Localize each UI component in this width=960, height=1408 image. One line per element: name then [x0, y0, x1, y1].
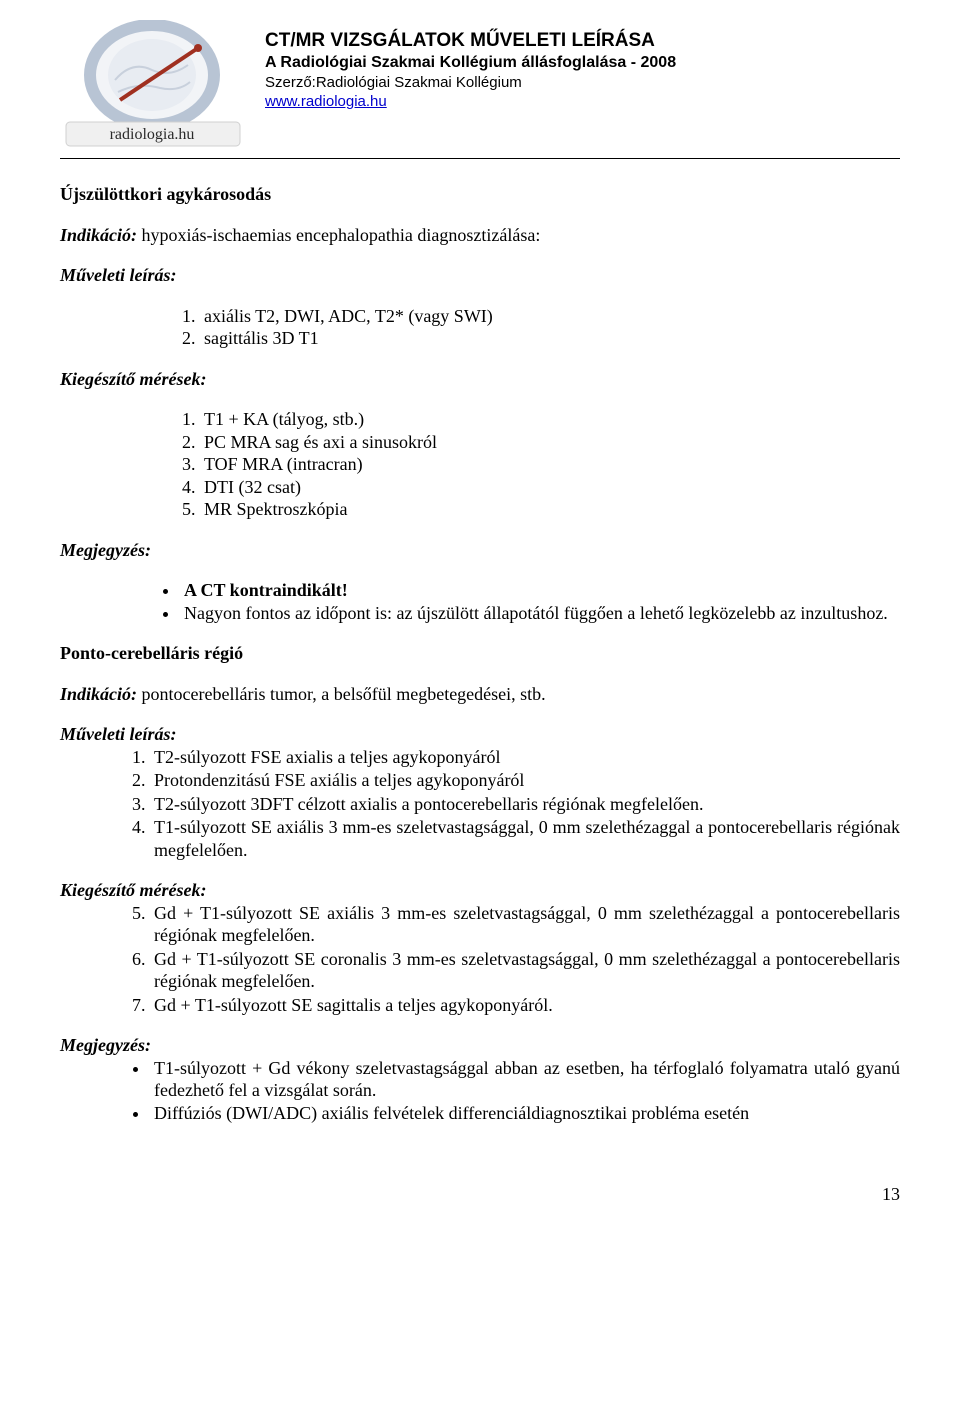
list-item: Gd + T1-súlyozott SE sagittalis a teljes…: [150, 994, 900, 1017]
list-item: TOF MRA (intracran): [200, 453, 900, 476]
section1-heading: Újszülöttkori agykárosodás: [60, 183, 900, 206]
list-item: T2-súlyozott FSE axialis a teljes agykop…: [150, 746, 900, 769]
list-item: T1-súlyozott + Gd vékony szeletvastagság…: [150, 1057, 900, 1102]
section1-kiegeszito-label: Kiegészítő mérések:: [60, 368, 900, 391]
section2-muveleti-label: Műveleti leírás:: [60, 723, 900, 746]
list-item: Nagyon fontos az időpont is: az újszülöt…: [180, 602, 900, 625]
indication-text: hypoxiás-ischaemias encephalopathia diag…: [137, 225, 540, 245]
list-item: axiális T2, DWI, ADC, T2* (vagy SWI): [200, 305, 900, 328]
page-header: radiologia.hu CT/MR VIZSGÁLATOK MŰVELETI…: [60, 20, 900, 150]
svg-text:radiologia.hu: radiologia.hu: [110, 126, 195, 143]
section1-megjegyzes-label: Megjegyzés:: [60, 539, 900, 562]
page-number: 13: [60, 1184, 900, 1205]
list-item: A CT kontraindikált!: [180, 579, 900, 602]
list-item: Gd + T1-súlyozott SE axiális 3 mm-es sze…: [150, 902, 900, 947]
section1-list2: T1 + KA (tályog, stb.) PC MRA sag és axi…: [60, 408, 900, 521]
list-item: T1 + KA (tályog, stb.): [200, 408, 900, 431]
section2-bullets: T1-súlyozott + Gd vékony szeletvastagság…: [60, 1057, 900, 1125]
list-item: Gd + T1-súlyozott SE coronalis 3 mm-es s…: [150, 948, 900, 993]
section2-kiegeszito-label: Kiegészítő mérések:: [60, 879, 900, 902]
list-item: T2-súlyozott 3DFT célzott axialis a pont…: [150, 793, 900, 816]
header-subtitle: A Radiológiai Szakmai Kollégium állásfog…: [265, 54, 900, 72]
list-item: PC MRA sag és axi a sinusokról: [200, 431, 900, 454]
header-divider: [60, 158, 900, 159]
list-item: sagittális 3D T1: [200, 327, 900, 350]
section1-muveleti-label: Műveleti leírás:: [60, 264, 900, 287]
section1-list1: axiális T2, DWI, ADC, T2* (vagy SWI) sag…: [60, 305, 900, 350]
header-author: Szerző:Radiológiai Szakmai Kollégium: [265, 74, 900, 91]
list-item: Diffúziós (DWI/ADC) axiális felvételek d…: [150, 1102, 900, 1125]
section2-megjegyzes-label: Megjegyzés:: [60, 1034, 900, 1057]
section1-indication: Indikáció: hypoxiás-ischaemias encephalo…: [60, 224, 900, 247]
indication-text: pontocerebelláris tumor, a belsőfül megb…: [137, 684, 546, 704]
indication-label: Indikáció:: [60, 684, 137, 704]
section2-heading: Ponto-cerebelláris régió: [60, 642, 900, 665]
section2-indication: Indikáció: pontocerebelláris tumor, a be…: [60, 683, 900, 706]
indication-label: Indikáció:: [60, 225, 137, 245]
header-title: CT/MR VIZSGÁLATOK MŰVELETI LEÍRÁSA: [265, 30, 900, 52]
section1-bullets: A CT kontraindikált! Nagyon fontos az id…: [60, 579, 900, 624]
list-item: Protondenzitású FSE axiális a teljes agy…: [150, 769, 900, 792]
list-item: MR Spektroszkópia: [200, 498, 900, 521]
site-logo: radiologia.hu: [60, 20, 245, 150]
list-item: T1-súlyozott SE axiális 3 mm-es szeletva…: [150, 816, 900, 861]
header-link[interactable]: www.radiologia.hu: [265, 93, 387, 110]
section2-list2: Gd + T1-súlyozott SE axiális 3 mm-es sze…: [60, 902, 900, 1017]
section2-list1: T2-súlyozott FSE axialis a teljes agykop…: [60, 746, 900, 862]
list-item: DTI (32 csat): [200, 476, 900, 499]
